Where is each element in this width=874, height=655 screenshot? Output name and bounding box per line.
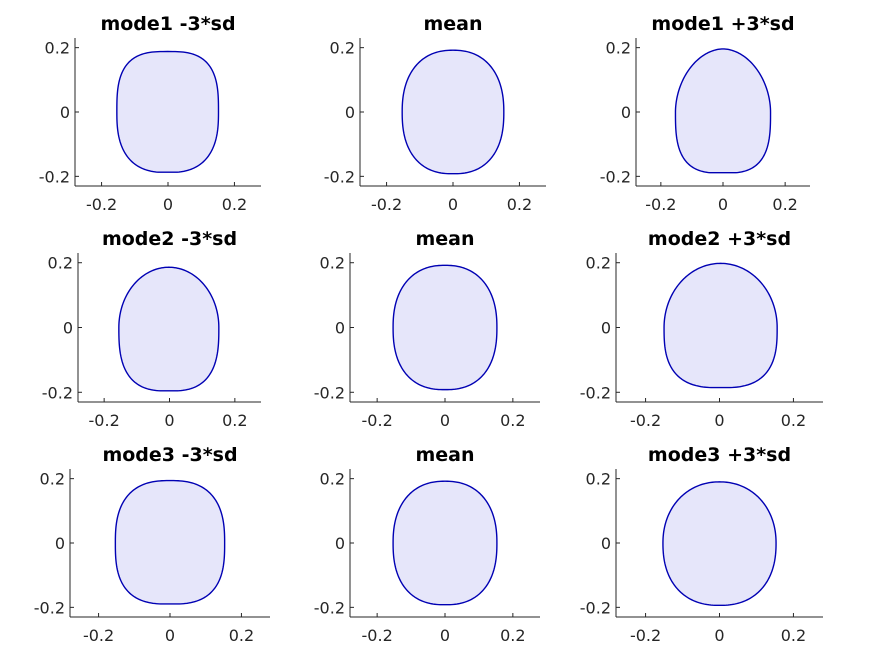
x-tick-label: -0.2	[630, 626, 661, 645]
subplot-2: mean -0.2 0 0.2 -0.2 0 0.2	[324, 13, 546, 214]
shape-outline	[674, 48, 772, 174]
y-tick-label: 0	[601, 319, 611, 338]
shape-outline	[401, 49, 505, 175]
x-tick-label: 0.2	[229, 626, 254, 645]
x-tick-label: 0	[163, 195, 173, 214]
subplot-title: mode2 -3*sd	[102, 228, 237, 250]
y-tick-label: 0	[601, 534, 611, 553]
y-tick-label: 0.2	[320, 254, 345, 273]
subplot-title: mode1 +3*sd	[651, 13, 794, 35]
x-tick-label: 0	[714, 411, 724, 430]
shape-outline	[392, 264, 498, 391]
shape-outline	[392, 480, 498, 606]
y-tick-label: -0.2	[580, 598, 611, 617]
subplot-6: mode2 +3*sd -0.2 0 0.2 -0.2 0 0.2	[580, 228, 823, 430]
y-tick-label: 0	[63, 319, 73, 338]
subplot-title: mode3 +3*sd	[648, 444, 791, 466]
x-tick-label: 0.2	[781, 626, 806, 645]
x-tick-label: 0	[440, 626, 450, 645]
y-tick-label: 0	[621, 103, 631, 122]
y-tick-label: -0.2	[314, 598, 345, 617]
x-tick-label: -0.2	[89, 411, 120, 430]
subplot-7: mode3 -3*sd -0.2 0 0.2 -0.2 0 0.2	[34, 444, 270, 645]
y-tick-label: 0.2	[330, 39, 355, 58]
x-tick-label: -0.2	[86, 195, 117, 214]
y-tick-label: 0	[60, 103, 70, 122]
shape-outline	[114, 479, 226, 605]
shape-outline	[663, 262, 778, 389]
x-tick-label: -0.2	[83, 626, 114, 645]
subplot-9: mode3 +3*sd -0.2 0 0.2 -0.2 0 0.2	[580, 444, 823, 645]
x-tick-label: 0	[440, 411, 450, 430]
subplot-5: mean -0.2 0 0.2 -0.2 0 0.2	[314, 228, 540, 430]
y-tick-label: -0.2	[580, 383, 611, 402]
x-tick-label: 0.2	[781, 411, 806, 430]
subplot-3: mode1 +3*sd -0.2 0 0.2 -0.2 0 0.2	[600, 13, 810, 214]
y-tick-label: 0.2	[586, 254, 611, 273]
shape-outline	[118, 266, 220, 392]
x-tick-label: 0.2	[507, 195, 532, 214]
x-tick-label: 0	[718, 195, 728, 214]
y-tick-label: -0.2	[39, 167, 70, 186]
x-tick-label: 0	[165, 626, 175, 645]
subplot-title: mean	[423, 13, 482, 35]
subplot-title: mode1 -3*sd	[100, 13, 235, 35]
y-tick-label: 0	[335, 534, 345, 553]
subplot-title: mode3 -3*sd	[102, 444, 237, 466]
y-tick-label: 0	[55, 534, 65, 553]
shape-outline	[116, 50, 220, 173]
y-tick-label: -0.2	[600, 167, 631, 186]
y-tick-label: -0.2	[314, 383, 345, 402]
subplot-8: mean -0.2 0 0.2 -0.2 0 0.2	[314, 444, 540, 645]
y-tick-label: 0.2	[586, 470, 611, 489]
x-tick-label: 0.2	[500, 626, 525, 645]
x-tick-label: 0.2	[772, 195, 797, 214]
x-tick-label: 0.2	[222, 411, 247, 430]
subplot-4: mode2 -3*sd -0.2 0 0.2 -0.2 0 0.2	[42, 228, 261, 430]
y-tick-label: 0	[345, 103, 355, 122]
y-tick-label: 0.2	[40, 470, 65, 489]
x-tick-label: -0.2	[362, 626, 393, 645]
x-tick-label: -0.2	[645, 195, 676, 214]
y-tick-label: -0.2	[42, 383, 73, 402]
x-tick-label: 0.2	[222, 195, 247, 214]
x-tick-label: 0	[164, 411, 174, 430]
subplot-title: mean	[415, 444, 474, 466]
y-tick-label: 0.2	[45, 39, 70, 58]
y-tick-label: 0.2	[48, 254, 73, 273]
y-tick-label: 0	[335, 319, 345, 338]
x-tick-label: -0.2	[630, 411, 661, 430]
x-tick-label: 0.2	[500, 411, 525, 430]
subplot-title: mode2 +3*sd	[648, 228, 791, 250]
x-tick-label: -0.2	[371, 195, 402, 214]
subplot-title: mean	[415, 228, 474, 250]
x-tick-label: -0.2	[362, 411, 393, 430]
y-tick-label: -0.2	[324, 167, 355, 186]
x-tick-label: 0	[448, 195, 458, 214]
subplot-1: mode1 -3*sd -0.2 0 0.2 -0.2 0 0.2	[39, 13, 261, 214]
y-tick-label: 0.2	[606, 39, 631, 58]
y-tick-label: 0.2	[320, 470, 345, 489]
x-tick-label: 0	[714, 626, 724, 645]
y-tick-label: -0.2	[34, 598, 65, 617]
shape-outline	[662, 481, 777, 606]
